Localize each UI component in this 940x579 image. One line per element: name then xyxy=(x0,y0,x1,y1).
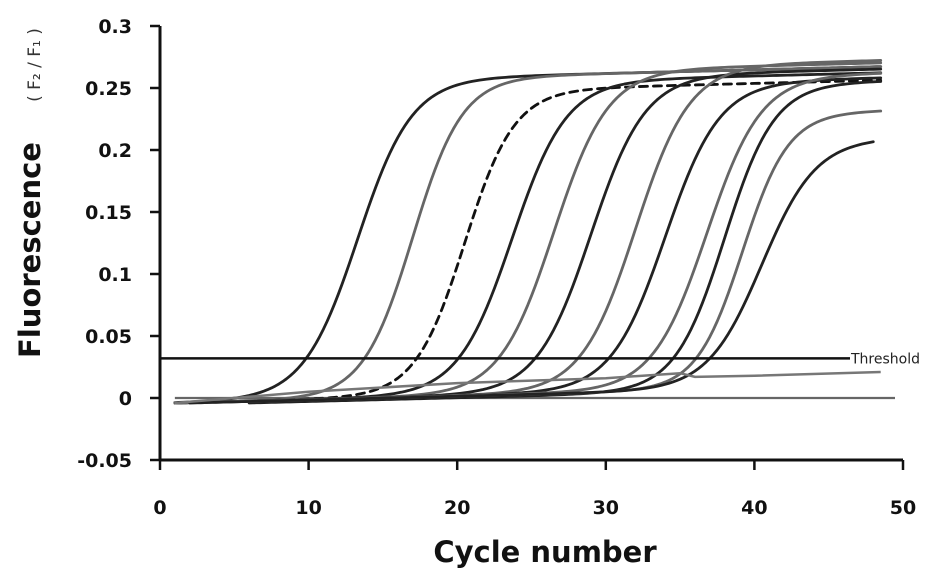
x-tick-label: 20 xyxy=(444,497,470,519)
threshold-label: Threshold xyxy=(850,351,920,367)
y-tick-label: 0 xyxy=(119,388,132,410)
y-tick-label: -0.05 xyxy=(77,450,132,472)
x-tick-label: 50 xyxy=(890,497,916,519)
x-axis-title: Cycle number xyxy=(433,535,657,569)
x-tick-label: 10 xyxy=(295,497,321,519)
amplification-curve-3 xyxy=(173,78,883,405)
x-tick-label: 30 xyxy=(593,497,619,519)
y-axis-unit: ( F₂ / F₁ ) xyxy=(25,28,45,102)
ticks-layer: -0.05 0 0.05 0.1 0.15 0.2 0.25 0.3 0 10 20 30 40 50 xyxy=(77,16,916,519)
amplification-curve-12 xyxy=(188,140,875,405)
amplification-curve-2 xyxy=(173,65,883,405)
y-tick-label: 0.3 xyxy=(98,16,132,38)
curves-layer xyxy=(173,59,895,405)
y-tick-label: 0.05 xyxy=(85,326,132,348)
x-tick-label: 0 xyxy=(153,497,166,519)
y-tick-label: 0.2 xyxy=(98,140,132,162)
y-axis-title: Fluorescence xyxy=(13,142,47,358)
y-tick-label: 0.15 xyxy=(85,202,132,224)
y-tick-label: 0.1 xyxy=(98,264,132,286)
amplification-curve-8 xyxy=(173,76,883,405)
amplification-curve-10 xyxy=(247,80,883,405)
negative-control-curve xyxy=(174,370,881,405)
x-tick-label: 40 xyxy=(741,497,767,519)
y-tick-label: 0.25 xyxy=(85,78,132,100)
